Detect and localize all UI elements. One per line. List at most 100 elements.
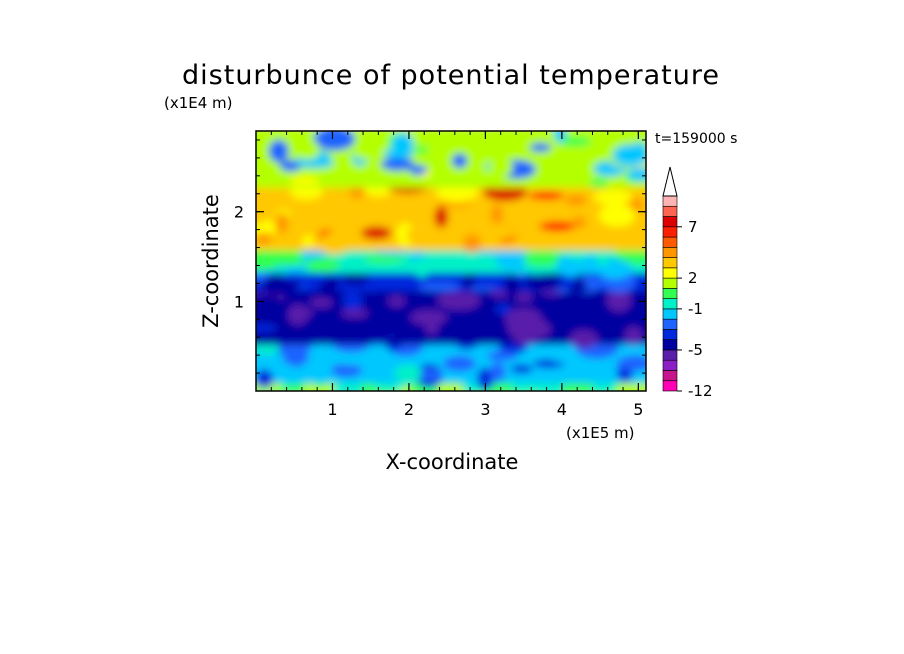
field-cell bbox=[475, 223, 518, 241]
colorbar-swatch bbox=[662, 370, 678, 382]
field-cell bbox=[303, 328, 324, 345]
field-cell bbox=[593, 189, 633, 205]
colorbar-swatch bbox=[662, 205, 678, 217]
field-cell bbox=[290, 176, 320, 185]
field-cell bbox=[490, 204, 504, 226]
field-cell bbox=[461, 268, 476, 289]
field-cell bbox=[275, 212, 289, 234]
field-cell bbox=[523, 251, 564, 266]
colorbar-swatch bbox=[662, 267, 678, 279]
colorbar-swatch bbox=[662, 288, 678, 299]
field-cell bbox=[455, 375, 482, 385]
colorbar-swatch bbox=[662, 329, 678, 340]
field-cell bbox=[539, 221, 576, 232]
field-cell bbox=[418, 282, 461, 292]
colorbar-tick-label: -1 bbox=[688, 300, 703, 318]
colorbar-swatch bbox=[662, 195, 678, 207]
field-cell bbox=[529, 143, 552, 152]
field-cell bbox=[275, 279, 302, 290]
field-cell bbox=[361, 226, 392, 240]
colorbar-swatch bbox=[662, 257, 678, 269]
field-cell bbox=[598, 203, 636, 227]
field-cell bbox=[478, 296, 494, 315]
field-cell bbox=[462, 234, 481, 253]
field-cell bbox=[313, 131, 356, 151]
colorbar-tick-label: -5 bbox=[688, 341, 703, 359]
field-cell bbox=[489, 157, 514, 177]
field-cell bbox=[615, 360, 646, 371]
field-cell bbox=[391, 132, 414, 157]
field-cell bbox=[554, 131, 567, 143]
field-cell bbox=[414, 145, 428, 154]
field-cell bbox=[624, 326, 643, 346]
field-cell bbox=[436, 183, 478, 203]
x-unit-label: (x1E5 m) bbox=[566, 424, 635, 442]
field-cell bbox=[504, 273, 521, 298]
colorbar-swatch bbox=[662, 359, 678, 371]
y-unit-label: (x1E4 m) bbox=[164, 94, 233, 112]
field-cell bbox=[595, 250, 611, 266]
field-cell bbox=[288, 307, 313, 319]
field-cell bbox=[590, 361, 617, 374]
time-label: t=159000 s bbox=[655, 131, 737, 147]
field-cell bbox=[363, 255, 407, 264]
field-cell bbox=[547, 340, 575, 363]
x-axis: 1 2 3 4 5 bbox=[270, 131, 643, 419]
field-cell bbox=[353, 142, 372, 160]
field-cell bbox=[420, 369, 443, 381]
field-cell bbox=[256, 323, 278, 333]
field-cell bbox=[409, 165, 428, 176]
field-cell bbox=[256, 205, 267, 225]
field-cell bbox=[256, 232, 272, 245]
x-tick-label: 2 bbox=[404, 400, 414, 419]
plot-frame bbox=[255, 130, 647, 392]
field-cell bbox=[339, 384, 353, 391]
field-cell bbox=[331, 363, 363, 378]
field-cell bbox=[434, 205, 449, 228]
field-cell bbox=[515, 292, 533, 303]
field-cell bbox=[296, 159, 334, 168]
field-cell bbox=[528, 191, 565, 200]
colorbar-tick-label: -12 bbox=[688, 382, 713, 400]
colorbar-swatch bbox=[662, 247, 678, 258]
field-cell bbox=[342, 291, 363, 311]
field-cell bbox=[380, 157, 415, 171]
field-cell bbox=[594, 318, 607, 329]
field-cell bbox=[572, 216, 587, 229]
field-cell bbox=[442, 355, 477, 372]
chart-title: disturbunce of potential temperature bbox=[182, 60, 720, 91]
x-tick-label: 4 bbox=[557, 400, 567, 419]
field-cell bbox=[351, 321, 391, 342]
field-cell bbox=[534, 202, 573, 219]
y-tick-label: 2 bbox=[234, 203, 244, 222]
field-cell bbox=[572, 283, 589, 292]
field-cell bbox=[406, 227, 427, 243]
field-cell bbox=[413, 257, 431, 278]
field-cell bbox=[451, 153, 468, 169]
y-axis: 12 bbox=[234, 139, 646, 374]
colorbar-swatch bbox=[662, 349, 678, 361]
field-cell bbox=[302, 235, 315, 247]
field-cell bbox=[309, 297, 333, 308]
colorbar-swatch bbox=[662, 277, 678, 289]
field-cell bbox=[341, 270, 370, 286]
field-cell bbox=[305, 258, 340, 272]
field-cell bbox=[489, 362, 506, 382]
field-cell bbox=[295, 139, 320, 161]
colorbar-swatch bbox=[662, 216, 678, 228]
colorbar-arrow bbox=[662, 166, 678, 197]
field-cell bbox=[486, 350, 518, 362]
field-cell bbox=[335, 356, 378, 366]
field-cell bbox=[437, 291, 481, 310]
field-cell bbox=[341, 309, 369, 318]
x-tick-label: 5 bbox=[633, 400, 643, 419]
field-cell bbox=[565, 194, 587, 206]
field-cell bbox=[627, 167, 646, 182]
contour-field bbox=[256, 131, 646, 391]
x-tick-label: 1 bbox=[327, 400, 337, 419]
colorbar-swatch bbox=[662, 318, 678, 330]
field-cell bbox=[282, 349, 310, 366]
field-cell bbox=[256, 369, 274, 388]
field-cell bbox=[410, 310, 448, 325]
